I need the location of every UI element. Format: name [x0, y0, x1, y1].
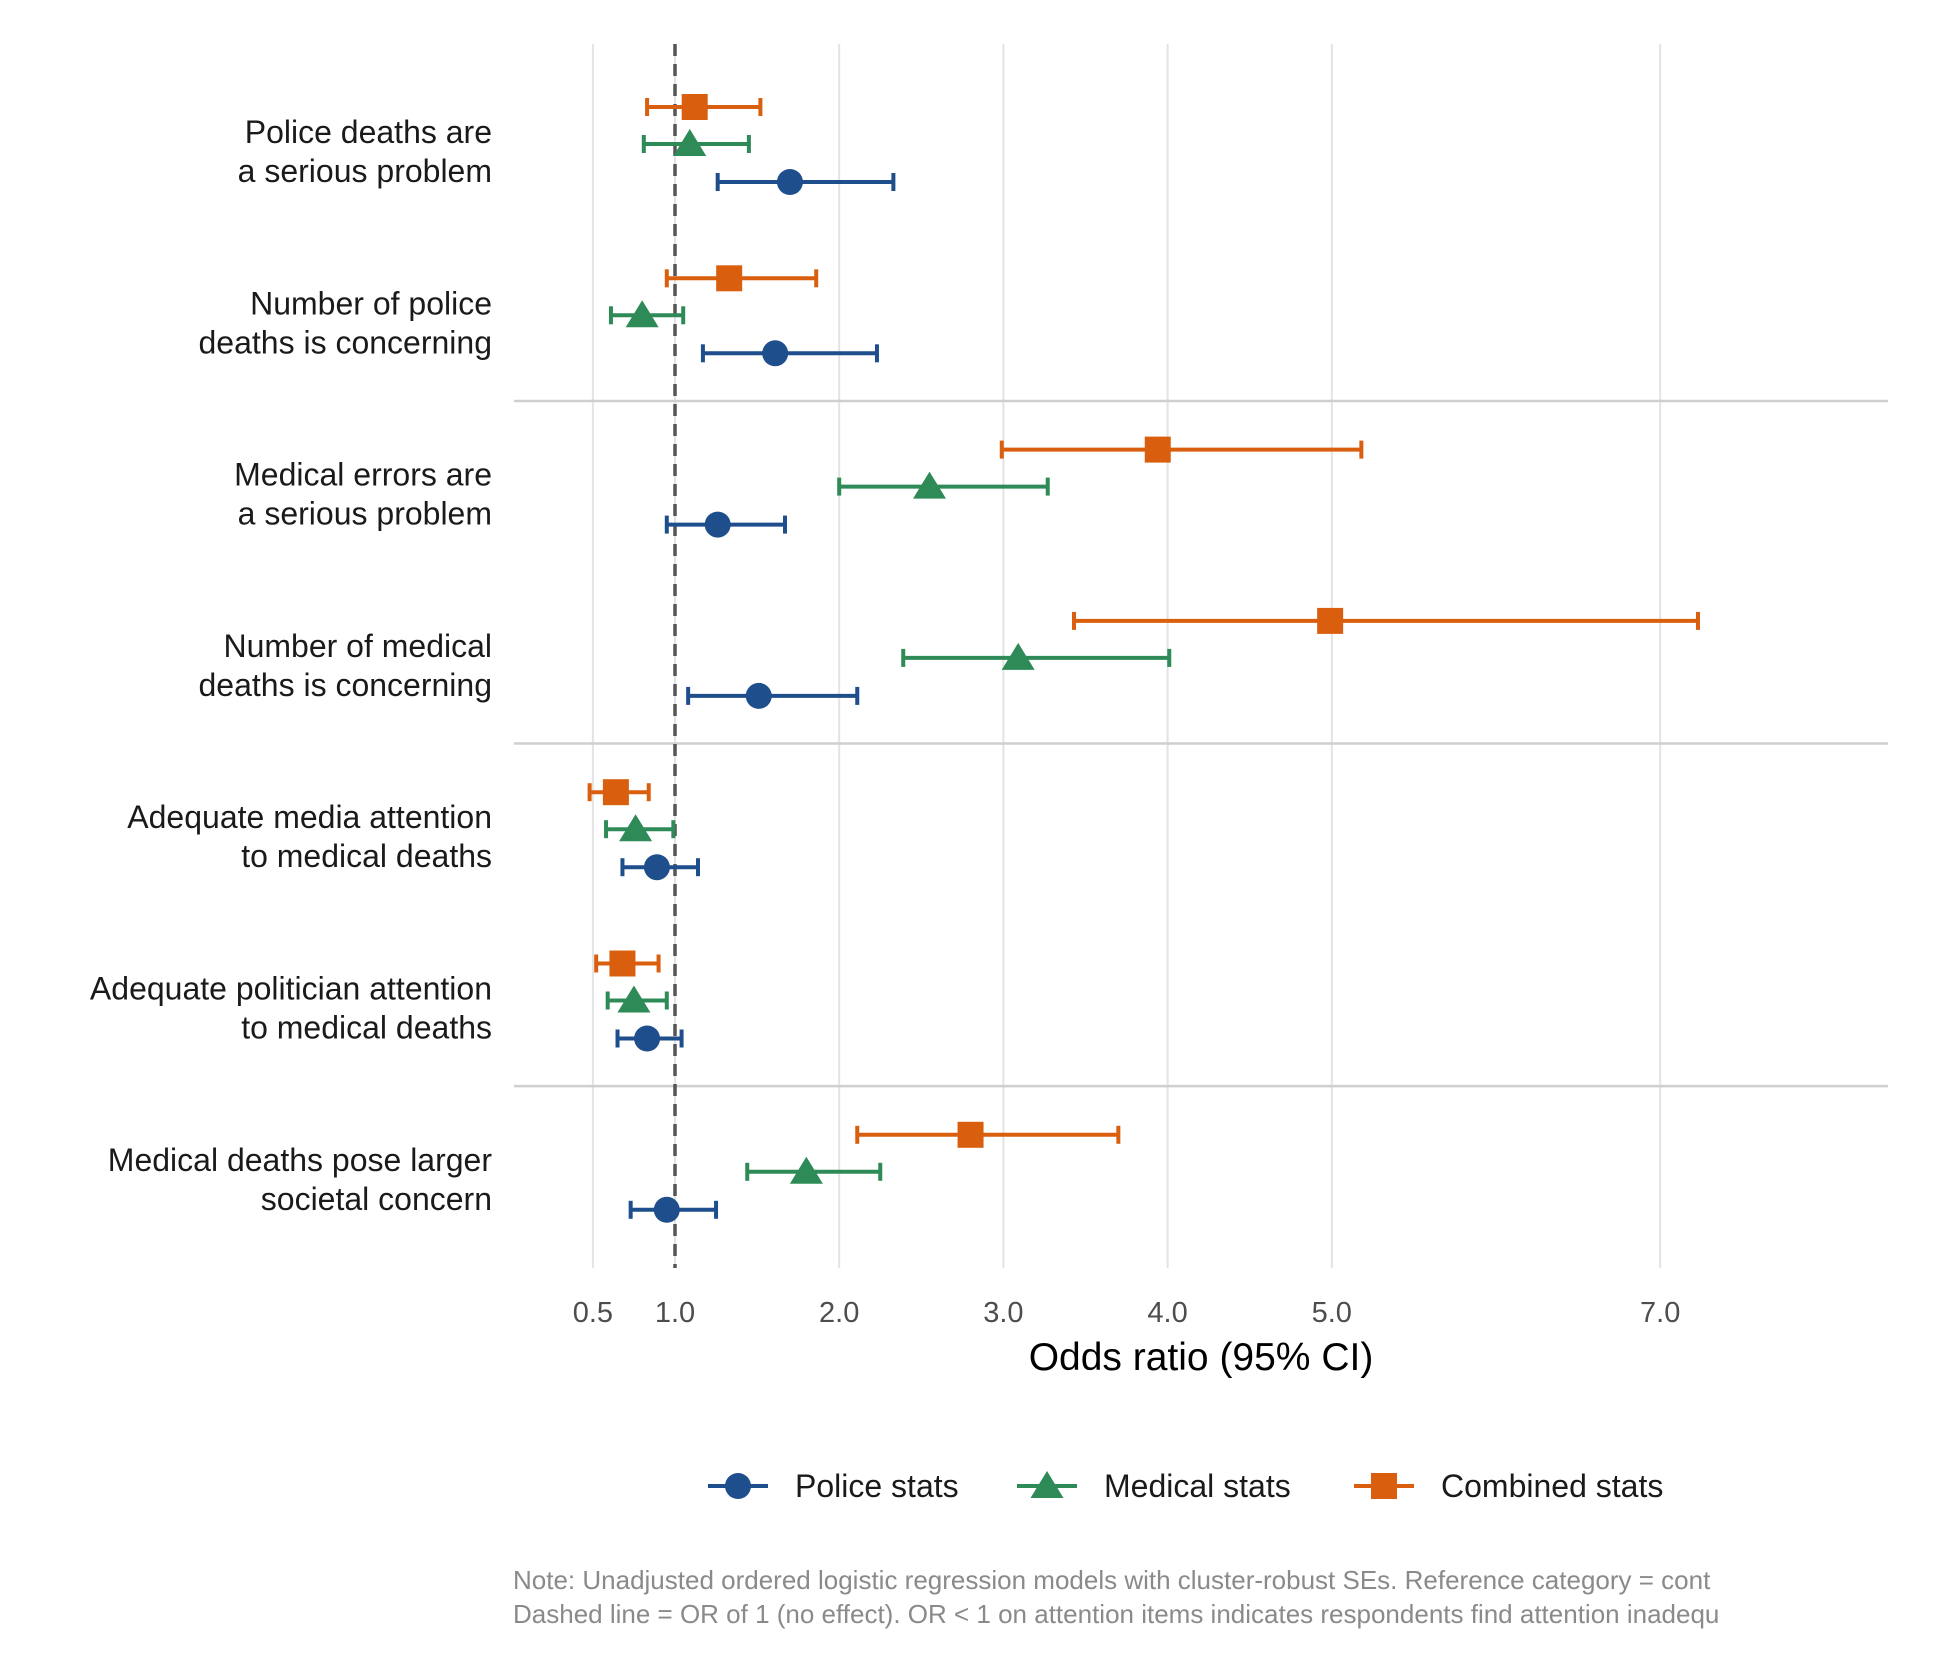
x-tick-label: 4.0 — [1147, 1297, 1187, 1329]
note-line-1: Note: Unadjusted ordered logistic regres… — [513, 1565, 1711, 1595]
point-estimate — [653, 1196, 680, 1223]
x-tick-label: 5.0 — [1312, 1297, 1352, 1329]
series-marks — [587, 94, 1700, 1223]
legend-item-medical-stats: Medical stats — [1017, 1468, 1291, 1504]
x-tick-label: 0.5 — [573, 1297, 613, 1329]
legend-label: Police stats — [795, 1468, 959, 1504]
point-estimate — [789, 1156, 823, 1184]
point-estimate — [776, 169, 803, 195]
legend-item-combined-stats: Combined stats — [1354, 1468, 1663, 1504]
point-estimate — [716, 265, 743, 292]
point-estimate — [1001, 642, 1035, 670]
point-estimate — [1144, 436, 1171, 463]
point-estimate — [913, 471, 947, 499]
point-estimate — [602, 779, 629, 806]
legend-key-marker — [725, 1473, 751, 1499]
legend-label: Medical stats — [1104, 1468, 1291, 1504]
y-category-label: Adequate media attention to medical death… — [127, 799, 492, 874]
x-tick-label: 1.0 — [655, 1297, 695, 1329]
x-tick-label: 7.0 — [1640, 1297, 1680, 1329]
point-estimate — [745, 682, 772, 709]
y-category-label: Number of police deaths is concerning — [198, 285, 492, 360]
series-combined-stats — [587, 94, 1700, 1148]
y-category-label: Medical deaths pose larger societal conce… — [108, 1142, 493, 1217]
point-estimate — [625, 300, 659, 328]
series-police-stats — [615, 169, 896, 1223]
legend: Police stats Medical stats Combined stats — [708, 1468, 1663, 1504]
point-estimate — [619, 814, 653, 842]
point-estimate — [609, 950, 636, 977]
group-dividers — [514, 399, 1888, 1088]
point-estimate — [617, 985, 651, 1013]
point-estimate — [634, 1025, 661, 1052]
y-category-label: Number of medical deaths is concerning — [198, 628, 492, 703]
point-estimate — [704, 511, 731, 538]
point-estimate — [643, 854, 670, 881]
legend-key-marker — [1371, 1473, 1397, 1499]
y-category-label: Adequate politician attention to medical … — [90, 971, 492, 1046]
legend-label: Combined stats — [1441, 1468, 1663, 1504]
x-axis-ticks: 0.5 1.0 2.0 3.0 4.0 5.0 7.0 — [573, 1297, 1681, 1329]
point-estimate — [681, 94, 708, 120]
legend-key-marker — [1030, 1471, 1064, 1498]
x-tick-label: 3.0 — [983, 1297, 1023, 1329]
y-category-label: Police deaths are a serious problem — [238, 114, 492, 189]
y-category-label: Medical errors are a serious problem — [234, 457, 492, 532]
point-estimate — [957, 1121, 984, 1148]
x-tick-label: 2.0 — [819, 1297, 859, 1329]
legend-item-police-stats: Police stats — [708, 1468, 959, 1504]
y-axis-labels: Police deaths are a serious problem Number… — [90, 114, 492, 1217]
point-estimate — [762, 340, 789, 367]
x-axis-title: Odds ratio (95% CI) — [1029, 1336, 1374, 1379]
point-estimate — [673, 129, 707, 156]
series-medical-stats — [604, 129, 1172, 1184]
note-line-2: Dashed line = OR of 1 (no effect). OR < … — [513, 1599, 1719, 1629]
point-estimate — [1317, 607, 1344, 634]
